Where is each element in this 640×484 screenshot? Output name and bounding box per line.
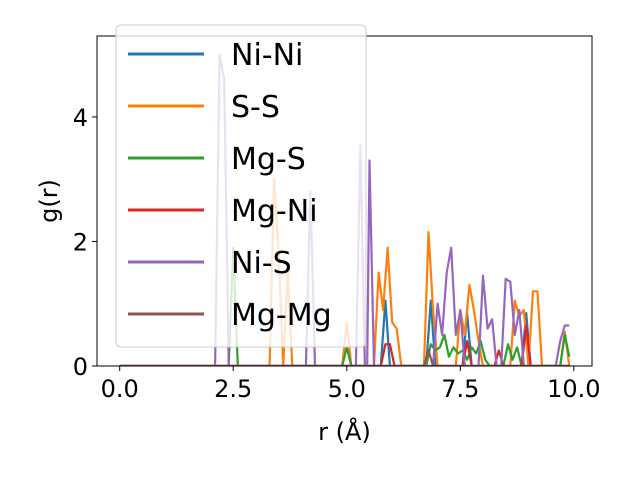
x-tick-label: 0.0 [101, 375, 139, 403]
x-tick-label: 10.0 [547, 375, 600, 403]
legend-label: Mg-Ni [231, 194, 318, 229]
x-tick-label: 2.5 [214, 375, 252, 403]
y-tick-label: 4 [73, 104, 88, 132]
x-axis-ticks: 0.0 2.5 5.0 7.5 10.0 [101, 366, 601, 403]
x-tick-label: 7.5 [441, 375, 479, 403]
legend-label: S-S [231, 90, 280, 125]
y-tick-label: 0 [73, 353, 88, 381]
series-line-mg-mg [119, 349, 570, 366]
legend-label: Ni-S [231, 246, 292, 281]
y-tick-label: 2 [73, 228, 88, 256]
legend: Ni-Ni S-S Mg-S Mg-Ni Ni-S Mg-Mg [115, 24, 367, 348]
series-line-mg-ni [119, 324, 570, 366]
x-axis-label: r (Å) [318, 417, 371, 446]
x-tick-label: 5.0 [328, 375, 366, 403]
y-axis-ticks: 0 2 4 [73, 104, 97, 381]
series-line-s-s [119, 178, 571, 366]
series-line-mg-s [119, 246, 571, 366]
legend-label: Mg-Mg [231, 298, 332, 333]
legend-label: Mg-S [231, 142, 306, 177]
legend-label: Ni-Ni [231, 38, 303, 73]
y-axis-label: g(r) [35, 179, 63, 223]
